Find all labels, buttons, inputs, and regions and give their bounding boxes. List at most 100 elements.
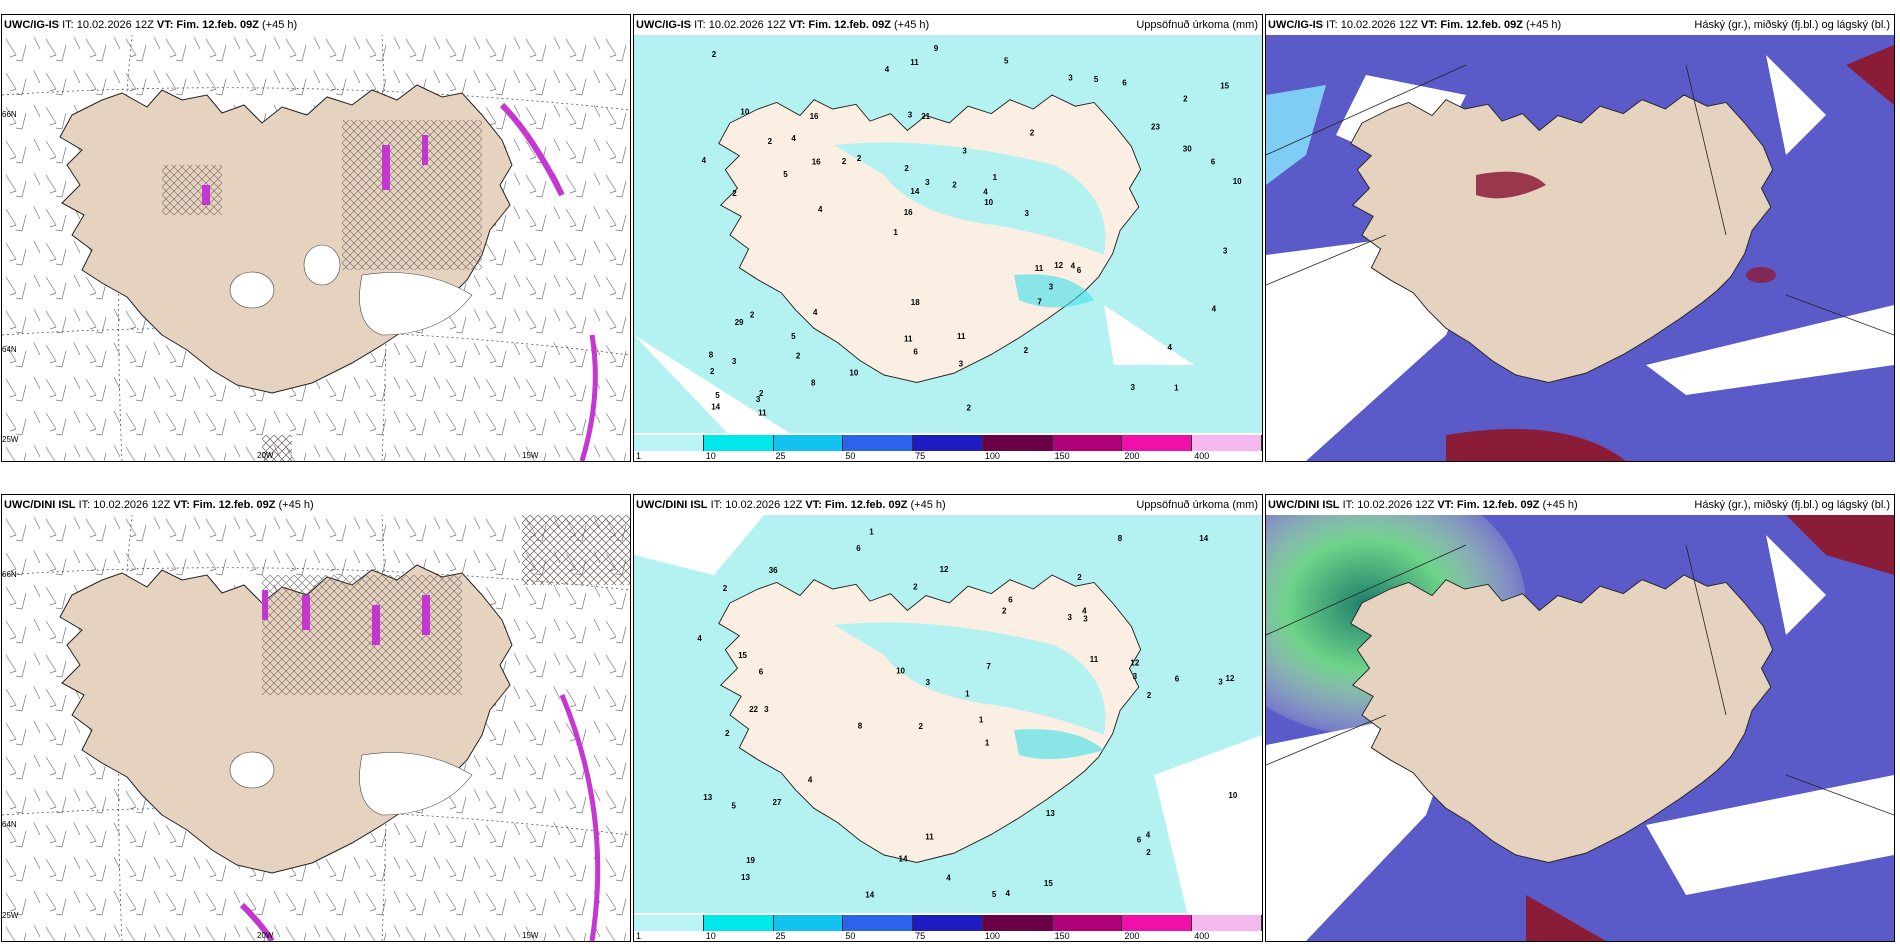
precip-value-label: 2 bbox=[712, 50, 717, 59]
precip-value-label: 4 bbox=[946, 874, 951, 883]
precip-value-label: 2 bbox=[919, 722, 924, 731]
precip-value-label: 4 bbox=[702, 156, 707, 165]
precip-value-label: 2 bbox=[1077, 573, 1082, 582]
colorbar-swatch bbox=[634, 915, 704, 931]
precip-value-label: 13 bbox=[1046, 809, 1055, 818]
panel-header: UWC/IG-IS IT: 10.02.2026 12Z VT: Fim. 12… bbox=[634, 15, 1262, 35]
precip-value-label: 10 bbox=[896, 667, 905, 676]
panel-igis-precip: UWC/IG-IS IT: 10.02.2026 12Z VT: Fim. 12… bbox=[633, 14, 1263, 462]
precip-value-label: 3 bbox=[1223, 247, 1228, 256]
colorbar-swatch bbox=[773, 915, 844, 931]
precip-value-label: 7 bbox=[1037, 297, 1042, 306]
precip-value-label: 22 bbox=[749, 705, 758, 714]
precip-value-label: 2 bbox=[750, 310, 755, 319]
panel-header: UWC/DINI ISL IT: 10.02.2026 12Z VT: Fim.… bbox=[2, 495, 630, 515]
precip-value-label: 2 bbox=[725, 729, 730, 738]
precip-value-label: 23 bbox=[1151, 122, 1160, 131]
cloud-map bbox=[1266, 515, 1894, 941]
precip-value-label: 11 bbox=[904, 335, 913, 344]
colorbar-tick: 10 bbox=[705, 931, 716, 941]
valid-time-label: VT: bbox=[1437, 499, 1454, 511]
precip-value-label: 1 bbox=[965, 690, 970, 699]
precip-value-label: 2 bbox=[768, 137, 773, 146]
precip-value-label: 6 bbox=[1008, 595, 1013, 604]
lead-time: (+45 h) bbox=[1542, 499, 1578, 511]
precip-value-label: 2 bbox=[967, 403, 972, 412]
colorbar-tick: 10 bbox=[705, 451, 716, 461]
precip-value-label: 9 bbox=[934, 44, 939, 53]
precip-value-label: 5 bbox=[783, 170, 788, 179]
precip-value-label: 13 bbox=[703, 793, 712, 802]
precip-value-label: 1 bbox=[985, 739, 990, 748]
precip-value-label: 30 bbox=[1183, 145, 1192, 154]
precip-value-label: 11 bbox=[910, 58, 919, 67]
precip-value-label: 4 bbox=[697, 634, 702, 643]
precip-value-label: 2 bbox=[842, 157, 847, 166]
model-name: UWC/DINI ISL bbox=[4, 499, 76, 511]
precip-value-label: 2 bbox=[1183, 95, 1188, 104]
precip-value-label: 11 bbox=[925, 833, 934, 842]
precip-value-label: 27 bbox=[773, 798, 782, 807]
precip-value-label: 5 bbox=[791, 332, 796, 341]
precip-value-label: 16 bbox=[812, 158, 821, 167]
init-time: IT: 10.02.2026 12Z bbox=[62, 19, 154, 31]
precip-value-label: 8 bbox=[1118, 534, 1123, 543]
precip-value-label: 6 bbox=[1077, 266, 1082, 275]
lat-label-64: 64N bbox=[2, 820, 17, 829]
lead-time: (+45 h) bbox=[1526, 19, 1562, 31]
colorbar-tick: 150 bbox=[1054, 451, 1070, 461]
precip-value-label: 16 bbox=[810, 112, 819, 121]
precip-value-label: 2 bbox=[796, 352, 801, 361]
precip-value-label: 2 bbox=[1030, 128, 1035, 137]
valid-time: Fim. 12.feb. 09Z bbox=[808, 19, 891, 31]
precip-value-label: 4 bbox=[1168, 343, 1173, 352]
colorbar-tick: 25 bbox=[775, 451, 786, 461]
precip-value-label: 12 bbox=[940, 565, 949, 574]
colorbar-tick: 50 bbox=[845, 931, 856, 941]
precip-value-label: 2 bbox=[732, 189, 737, 198]
init-time: IT: 10.02.2026 12Z bbox=[710, 499, 803, 511]
precip-value-label: 4 bbox=[1071, 261, 1076, 270]
valid-time-label: VT: bbox=[788, 19, 806, 31]
valid-time-label: VT: bbox=[173, 499, 190, 511]
colorbar-tick: 150 bbox=[1054, 931, 1070, 941]
precip-value-label: 2 bbox=[1146, 848, 1151, 857]
model-name: UWC/DINI ISL bbox=[636, 499, 708, 511]
precip-value-label: 14 bbox=[1199, 534, 1208, 543]
colorbar-tick: 100 bbox=[984, 451, 1000, 461]
wind-map bbox=[2, 35, 630, 461]
precip-value-label: 14 bbox=[711, 402, 720, 411]
colorbar-tick: 75 bbox=[915, 451, 926, 461]
colorbar-tick: 200 bbox=[1124, 931, 1140, 941]
valid-time-label: VT: bbox=[156, 19, 174, 31]
precip-value-label: 15 bbox=[738, 651, 747, 660]
colorbar-swatch bbox=[982, 915, 1053, 931]
colorbar-swatch bbox=[1192, 435, 1262, 451]
colorbar-swatch bbox=[1192, 915, 1262, 931]
precip-value-label: 5 bbox=[1094, 75, 1099, 84]
colorbar-tick: 400 bbox=[1194, 451, 1210, 461]
lon-label-25: 25W bbox=[2, 911, 19, 920]
panel-dini-precip: UWC/DINI ISL IT: 10.02.2026 12Z VT: Fim.… bbox=[633, 494, 1263, 942]
colorbar-tick: 75 bbox=[915, 931, 926, 941]
lon-label-20: 20W bbox=[257, 931, 274, 940]
colorbar-swatch bbox=[913, 915, 983, 931]
colorbar-swatch bbox=[703, 915, 774, 931]
precip-value-label: 1 bbox=[993, 173, 998, 182]
colorbar-swatch bbox=[1052, 915, 1123, 931]
colorbar-swatch bbox=[1122, 435, 1193, 451]
precip-value-label: 6 bbox=[1137, 836, 1142, 845]
model-name: UWC/IG-IS bbox=[636, 19, 691, 31]
field-title: Uppsöfnuð úrkoma (mm) bbox=[1136, 19, 1258, 31]
precip-value-label: 3 bbox=[1068, 613, 1073, 622]
precip-value-label: 3 bbox=[1083, 614, 1088, 623]
panel-header: UWC/IG-IS IT: 10.02.2026 12Z VT: Fim. 12… bbox=[1266, 15, 1894, 35]
precip-value-label: 3 bbox=[1025, 209, 1030, 218]
model-name: UWC/IG-IS bbox=[1268, 19, 1323, 31]
lead-time: (+45 h) bbox=[278, 499, 314, 511]
precip-value-label: 4 bbox=[983, 188, 988, 197]
panel-header: UWC/DINI ISL IT: 10.02.2026 12Z VT: Fim.… bbox=[634, 495, 1262, 515]
precip-value-label: 14 bbox=[899, 855, 908, 864]
